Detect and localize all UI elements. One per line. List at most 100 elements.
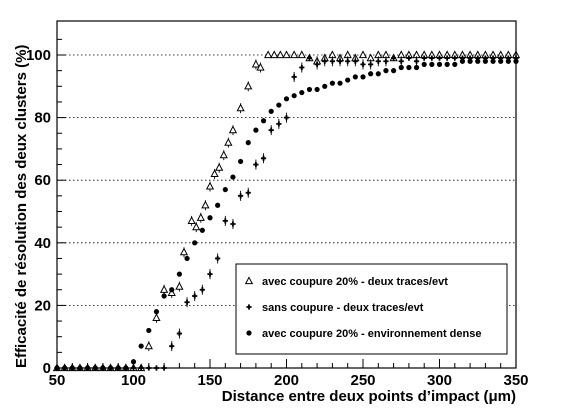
y-tick-label: 40 <box>34 235 51 252</box>
data-point <box>215 255 221 262</box>
data-point <box>207 215 213 221</box>
data-point <box>352 58 358 64</box>
data-point <box>505 58 511 64</box>
x-tick-label: 200 <box>274 372 299 389</box>
y-tick-label: 80 <box>34 110 51 127</box>
data-point <box>459 58 466 64</box>
y-tick-label: 20 <box>34 297 51 314</box>
data-point <box>329 80 335 86</box>
data-point <box>222 218 228 224</box>
data-point <box>299 89 305 96</box>
legend-box <box>235 263 508 355</box>
data-point <box>205 181 215 190</box>
data-point <box>144 341 153 350</box>
data-point <box>253 127 259 133</box>
data-point <box>138 343 144 349</box>
data-point <box>436 61 443 67</box>
data-point <box>429 61 435 67</box>
legend-markers <box>244 276 254 336</box>
data-point <box>210 169 219 178</box>
data-point <box>375 71 381 77</box>
data-point <box>187 216 196 224</box>
data-point <box>238 158 244 165</box>
data-point <box>219 150 228 159</box>
y-tick-label: 60 <box>34 172 51 189</box>
x-tick-label: 350 <box>503 372 528 389</box>
legend-label-circle: avec coupure 20% - environnement dense <box>262 328 481 340</box>
data-point <box>236 103 245 112</box>
data-point <box>413 58 420 64</box>
legend-marker-circle <box>246 330 252 336</box>
data-point <box>345 77 351 83</box>
data-point <box>391 55 397 61</box>
data-point <box>153 309 160 315</box>
data-point <box>251 59 261 68</box>
data-point <box>490 58 496 64</box>
data-point <box>360 74 366 80</box>
data-point <box>329 58 335 64</box>
data-point <box>238 193 244 199</box>
data-point <box>391 68 397 74</box>
data-point <box>256 62 265 71</box>
data-point <box>196 213 205 221</box>
axis-layer: 0 20 40 60 80 100 50 100 150 200 250 300 350 <box>26 38 529 389</box>
data-point <box>291 93 297 99</box>
data-point <box>282 50 291 59</box>
data-point <box>413 64 420 71</box>
data-point <box>199 287 205 293</box>
data-point <box>398 64 404 71</box>
data-point <box>498 58 504 64</box>
data-point <box>276 121 282 127</box>
legend: avec coupure 20% - deux traces/evt sans … <box>235 263 508 355</box>
data-point <box>358 50 368 59</box>
data-point <box>421 55 427 61</box>
data-point <box>230 174 236 180</box>
data-point <box>337 80 343 86</box>
data-point <box>253 161 259 168</box>
data-point <box>192 222 201 231</box>
legend-marker-triangle <box>244 276 254 285</box>
data-point <box>179 247 189 256</box>
data-point <box>276 50 285 59</box>
data-point <box>184 255 190 262</box>
data-point <box>169 343 175 349</box>
data-point <box>268 127 274 133</box>
data-point <box>467 58 473 64</box>
data-point <box>146 327 152 334</box>
x-tick-label: 100 <box>121 372 146 389</box>
legend-label-triangle: avec coupure 20% - deux traces/evt <box>262 276 448 288</box>
data-point <box>291 74 297 80</box>
x-tick-label: 300 <box>427 372 452 389</box>
x-axis-title: Distance entre deux points d’impact (μm) <box>222 388 516 405</box>
data-point <box>444 55 450 61</box>
data-point <box>245 190 251 196</box>
data-point <box>228 125 238 134</box>
data-point <box>276 102 282 108</box>
y-axis-title: Efficacité de résolution des deux cluste… <box>13 45 30 368</box>
data-point <box>245 140 251 146</box>
data-point <box>436 55 443 61</box>
data-point <box>375 58 381 64</box>
data-point <box>368 61 374 67</box>
data-point <box>360 61 366 67</box>
data-point <box>224 137 233 146</box>
data-point <box>215 202 221 208</box>
data-point <box>199 227 205 233</box>
data-point <box>314 86 320 93</box>
data-point <box>345 58 351 64</box>
y-tick-label: 0 <box>43 360 51 377</box>
data-point <box>314 61 320 67</box>
data-point <box>290 50 299 59</box>
data-point <box>161 293 167 299</box>
data-point <box>383 58 389 64</box>
data-point <box>222 186 228 193</box>
data-point <box>406 55 412 61</box>
data-point <box>176 330 182 337</box>
data-point <box>184 299 190 305</box>
legend-label-cross: sans coupure - deux traces/evt <box>262 302 424 314</box>
data-point <box>322 58 328 64</box>
data-point <box>452 61 458 67</box>
data-point <box>268 108 274 114</box>
data-point <box>322 83 328 89</box>
